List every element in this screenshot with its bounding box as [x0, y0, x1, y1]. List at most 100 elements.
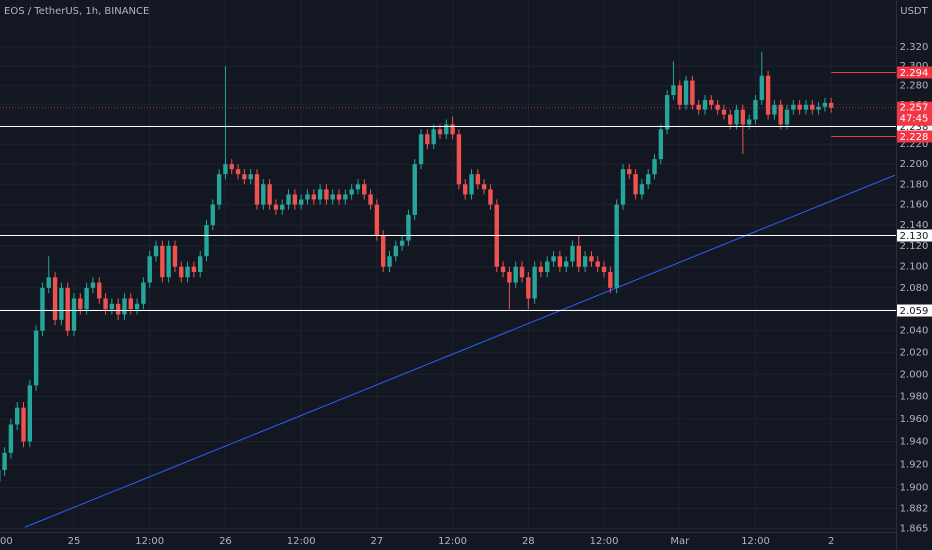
y-tick-label: 2.180	[900, 179, 929, 190]
candle-body	[563, 261, 569, 267]
x-tick-label: 12:00	[135, 536, 164, 547]
candle-body	[658, 129, 664, 160]
candle-body	[481, 184, 487, 190]
level-label: 2.294	[900, 68, 929, 79]
candle-body	[160, 245, 165, 278]
candle-body	[103, 298, 108, 310]
candle-body	[715, 104, 720, 110]
x-tick-label: 27	[371, 536, 384, 547]
candle-body	[765, 75, 771, 115]
candle-body	[273, 204, 279, 210]
candle-body	[204, 225, 209, 257]
candle-body	[311, 194, 316, 200]
level-label: 2.228	[900, 132, 929, 143]
candle-body	[425, 134, 430, 145]
candle-body	[393, 245, 399, 257]
candle-body	[59, 287, 64, 320]
candle-body	[242, 174, 247, 180]
candle-body	[198, 256, 203, 272]
trendline	[24, 174, 896, 528]
unit-label: USDT	[900, 6, 928, 17]
candle-body	[27, 385, 33, 442]
candle-body	[330, 194, 335, 200]
candle-body	[292, 194, 298, 205]
y-tick-label: 1.960	[900, 414, 929, 425]
candle-body	[721, 109, 727, 115]
candle-body	[582, 256, 588, 267]
candle-body	[740, 109, 746, 125]
candle-body	[147, 256, 152, 283]
y-tick-label: 1.980	[900, 391, 929, 402]
candle-body	[46, 277, 51, 288]
candle-body	[475, 174, 481, 185]
candle-body	[683, 80, 689, 105]
candle-body	[431, 129, 436, 145]
candle-body	[551, 256, 556, 262]
x-tick-label: 26	[219, 536, 232, 547]
level-label: 2.059	[900, 306, 929, 317]
candle-body	[191, 266, 197, 272]
x-tick-label: Mar	[670, 536, 690, 547]
candle-body	[538, 266, 544, 272]
candle-body	[406, 214, 411, 241]
candle-body	[305, 194, 310, 200]
candle-body	[690, 80, 695, 105]
candle-body	[759, 75, 764, 100]
candle-body	[336, 194, 342, 200]
candle-body	[620, 169, 626, 205]
candle-body	[229, 164, 234, 170]
candle-body	[532, 266, 537, 299]
candle-body	[614, 204, 619, 288]
candle-body	[374, 204, 380, 236]
y-tick-label: 2.140	[900, 220, 929, 231]
x-tick-label: 12:00	[287, 536, 316, 547]
x-tick-label: 28	[522, 536, 535, 547]
y-tick-label: 1.865	[900, 523, 929, 534]
plot-area	[0, 0, 896, 532]
candle-body	[21, 407, 26, 442]
price-badge	[897, 101, 932, 126]
candle-body	[52, 277, 58, 320]
candle-body	[78, 298, 83, 310]
candle-body	[71, 298, 77, 331]
candle-body	[709, 99, 714, 105]
candle-body	[803, 104, 809, 110]
candle-body	[40, 287, 45, 331]
candle-body	[753, 99, 758, 120]
x-tick-label: 12:00	[590, 536, 619, 547]
candle-body	[576, 245, 581, 267]
candle-body	[355, 184, 361, 190]
candle-body	[15, 407, 20, 425]
candle-body	[456, 134, 462, 185]
symbol-title: EOS / TetherUS, 1h, BINANCE	[4, 6, 149, 17]
candle-body	[185, 266, 190, 278]
candle-body	[387, 256, 392, 267]
candle-body	[324, 189, 329, 200]
candle-body	[816, 106, 821, 110]
y-tick-label: 2.040	[900, 326, 929, 337]
level-label: 2.238	[900, 122, 929, 133]
candle-body	[633, 174, 638, 195]
candle-body	[702, 99, 708, 110]
price-axis	[896, 0, 932, 550]
y-tick-label: 2.020	[900, 347, 929, 358]
candle-body	[627, 169, 632, 175]
level-badge	[897, 66, 932, 79]
candle-body	[418, 134, 424, 165]
candle-body	[545, 261, 550, 272]
candle-body	[248, 174, 253, 180]
candle-body	[677, 85, 682, 105]
y-tick-label: 2.280	[900, 80, 929, 91]
candle-body	[437, 129, 443, 135]
candle-body	[8, 424, 14, 453]
candle-body	[500, 266, 506, 272]
candle-body	[646, 174, 651, 185]
candle-body	[280, 204, 285, 210]
candle-body	[772, 104, 777, 115]
candle-body	[65, 287, 70, 331]
candle-body	[235, 169, 241, 175]
candle-body	[261, 184, 266, 205]
candle-body	[469, 174, 474, 195]
y-tick-label: 1.882	[900, 503, 929, 514]
